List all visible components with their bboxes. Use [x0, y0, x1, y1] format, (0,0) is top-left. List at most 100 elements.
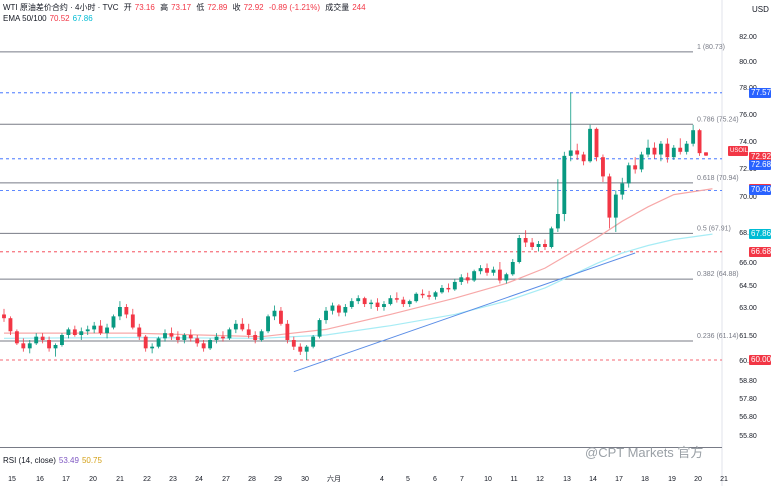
- x-tick-label: 19: [668, 476, 676, 483]
- candle-body: [491, 269, 496, 273]
- candle-body: [324, 310, 328, 321]
- candle-body: [330, 305, 335, 311]
- price-badge: 70.40: [749, 185, 772, 196]
- x-tick-label: 17: [62, 476, 70, 483]
- candle-body: [414, 293, 419, 302]
- candle-body: [182, 335, 187, 340]
- x-axis: 15 16 17 20 21 22 23 24 27 28 29 30 六月 4 5 6 7 10 11 12 13 14…: [8, 474, 728, 483]
- x-tick-label: 4: [380, 476, 384, 483]
- pane-separator[interactable]: [0, 447, 722, 448]
- candle-body: [291, 340, 296, 347]
- candle-body: [266, 316, 270, 332]
- x-tick-label: 20: [89, 476, 97, 483]
- y-tick-label: 57.80: [739, 396, 757, 403]
- y-tick-label: 68.00: [739, 230, 757, 237]
- candle-body: [214, 336, 219, 340]
- fib-levels: 1 (80.73) 0.786 (75.24) 0.618 (70.94) 0.5 (…: [0, 44, 739, 342]
- candle-body: [517, 238, 522, 262]
- candle-body: [536, 244, 541, 247]
- x-tick-label: 六月: [327, 474, 341, 483]
- candle-body: [543, 244, 547, 247]
- candle-body: [369, 302, 374, 305]
- candle-body: [697, 130, 702, 154]
- candle-body: [79, 331, 84, 335]
- rsi-value-1: 53.49: [58, 456, 79, 465]
- candle-body: [671, 147, 676, 158]
- x-tick-label: 7: [460, 476, 464, 483]
- rsi-legend: RSI (14, close) 53.49 50.75: [3, 456, 105, 466]
- candle-body: [581, 154, 586, 162]
- candle-body: [497, 269, 502, 281]
- candle-body: [446, 287, 451, 290]
- candle-body: [472, 271, 477, 281]
- y-tick-label: 78.00: [739, 85, 757, 92]
- candle-body: [420, 293, 425, 296]
- candle-body: [14, 331, 19, 344]
- candles: [2, 92, 708, 360]
- x-tick-label: 20: [694, 476, 702, 483]
- candle-body: [626, 165, 631, 184]
- candle-body: [201, 343, 206, 349]
- candle-body: [646, 147, 650, 155]
- candle-body: [382, 304, 386, 307]
- candle-body: [594, 128, 599, 158]
- ema50-value: 70.52: [49, 14, 70, 23]
- price-badge: 67.86: [749, 229, 772, 240]
- candle-body: [117, 307, 122, 317]
- x-tick-label: 28: [248, 476, 256, 483]
- x-tick-label: 13: [563, 476, 571, 483]
- candle-body: [336, 305, 341, 313]
- open-label: 开: [123, 3, 132, 12]
- candle-body: [523, 238, 528, 243]
- candle-body: [588, 128, 593, 162]
- candle-body: [356, 298, 361, 302]
- price-badge: 72.68: [749, 159, 772, 170]
- candle-body: [169, 333, 174, 337]
- candle-body: [285, 323, 290, 340]
- volume-label: 成交量: [325, 3, 350, 12]
- candle-body: [240, 323, 245, 330]
- candle-body: [233, 323, 238, 330]
- candle-body: [407, 301, 412, 305]
- candle-body: [143, 336, 148, 349]
- price-badge: 60.00: [749, 355, 772, 365]
- candle-body: [259, 331, 264, 340]
- ema-lines: [3, 188, 713, 339]
- y-tick-label: 64.50: [739, 283, 757, 290]
- candle-body: [34, 336, 39, 344]
- y-tick-label: 66.00: [739, 260, 757, 267]
- y-tick-label: 80.00: [739, 59, 757, 66]
- candle-body: [388, 298, 393, 305]
- candle-body: [504, 274, 509, 281]
- candle-body: [156, 338, 161, 347]
- candle-body: [317, 320, 322, 337]
- x-tick-label: 14: [589, 476, 597, 483]
- candle-body: [298, 346, 303, 352]
- ema-legend: EMA 50/100 70.52 67.86: [3, 14, 96, 24]
- currency-label: USD: [752, 5, 769, 14]
- trendline: [293, 252, 636, 373]
- price-badge: 77.57: [749, 87, 772, 98]
- candle-body: [279, 310, 283, 324]
- y-tick-label: 60.00: [739, 358, 757, 365]
- x-tick-label: 15: [8, 476, 16, 483]
- candle-body: [8, 318, 13, 332]
- header-legend: WTI 原油差价合约 · 4小时 · TVC 开 73.16 高 73.17 低 72…: [3, 3, 369, 13]
- x-tick-label: 22: [143, 476, 151, 483]
- candle-body: [401, 299, 406, 305]
- candle-body: [53, 345, 58, 349]
- x-tick-label: 24: [195, 476, 203, 483]
- candle-body: [684, 143, 689, 152]
- low-label: 低: [196, 3, 205, 12]
- candle-body: [188, 335, 193, 339]
- candle-body: [175, 336, 180, 340]
- fib-label: 0.5 (67.91): [697, 225, 731, 232]
- x-tick-label: 21: [116, 476, 124, 483]
- candle-body: [678, 147, 683, 152]
- candle-body: [665, 143, 670, 158]
- fib-label: 0.236 (61.14): [697, 333, 739, 340]
- trendline-line: [293, 252, 636, 373]
- candle-body: [85, 329, 90, 332]
- fib-label: 0.382 (64.88): [697, 271, 739, 278]
